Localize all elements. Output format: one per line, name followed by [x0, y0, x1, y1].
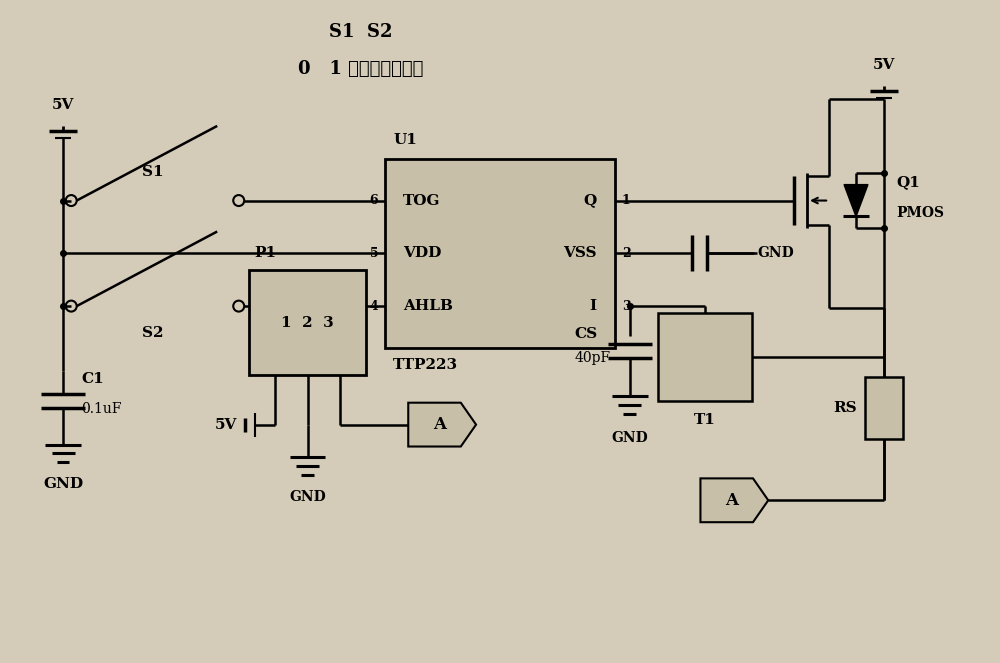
Text: 3: 3 — [622, 300, 630, 313]
Polygon shape — [844, 184, 868, 217]
Text: S1: S1 — [142, 164, 164, 178]
Text: A: A — [725, 492, 738, 509]
Text: 1  2  3: 1 2 3 — [281, 316, 334, 330]
Text: I: I — [590, 299, 597, 313]
Text: 5: 5 — [370, 247, 378, 260]
Text: 0.1uF: 0.1uF — [81, 402, 122, 416]
Text: PMOS: PMOS — [896, 206, 944, 219]
Bar — [385, 158, 615, 348]
Text: RS: RS — [833, 400, 857, 414]
Text: 5V: 5V — [214, 418, 237, 432]
Text: 4: 4 — [370, 300, 378, 313]
Text: S1  S2: S1 S2 — [329, 23, 392, 41]
Text: P1: P1 — [255, 246, 277, 261]
Text: GND: GND — [757, 247, 794, 261]
Text: 2: 2 — [622, 247, 630, 260]
Text: AHLB: AHLB — [403, 299, 453, 313]
Text: GND: GND — [43, 477, 83, 491]
Text: Q1: Q1 — [896, 176, 920, 190]
Text: A: A — [433, 416, 446, 433]
Text: GND: GND — [289, 491, 326, 505]
Text: U1: U1 — [393, 133, 417, 147]
Text: 5V: 5V — [873, 58, 895, 72]
Text: 6: 6 — [370, 194, 378, 207]
Text: VDD: VDD — [403, 247, 442, 261]
Text: VSS: VSS — [563, 247, 597, 261]
Bar — [658, 313, 752, 400]
Text: 40pF: 40pF — [575, 351, 611, 365]
Polygon shape — [700, 479, 768, 522]
Polygon shape — [408, 402, 476, 446]
Text: GND: GND — [611, 430, 648, 445]
Text: TOG: TOG — [403, 194, 441, 208]
Bar — [249, 271, 366, 375]
Text: CS: CS — [575, 327, 598, 341]
Text: S2: S2 — [142, 326, 164, 340]
Bar — [865, 377, 903, 438]
Text: 5V: 5V — [52, 98, 74, 112]
Text: C1: C1 — [81, 372, 104, 386]
Text: TTP223: TTP223 — [393, 358, 458, 372]
Text: 0   1 点动低电平有效: 0 1 点动低电平有效 — [298, 60, 423, 78]
Text: T1: T1 — [694, 412, 716, 427]
Text: Q: Q — [583, 194, 597, 208]
Text: 1: 1 — [622, 194, 630, 207]
